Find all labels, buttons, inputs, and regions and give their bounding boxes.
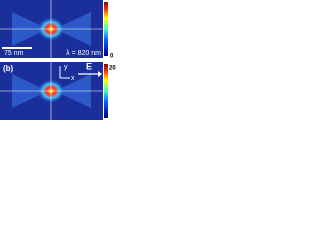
panel-a: 75 nm λ = 820 nm 0 (0, 0, 114, 60)
colorbar (104, 2, 108, 56)
field-label: E (86, 61, 92, 71)
figure: 75 nm λ = 820 nm 0 (b) y x E 20 (0, 0, 116, 120)
panel-label: (b) (3, 64, 14, 73)
panel-b: (b) y x E 20 (0, 61, 116, 120)
scale-bar (2, 47, 32, 49)
colorbar-label: 0 (110, 54, 114, 60)
axis-y-label: y (64, 64, 68, 71)
page: 75 nm λ = 820 nm 0 (b) y x E 20 (() => {… (0, 0, 117, 120)
wavelength: λ = 820 nm (66, 50, 101, 57)
axis-x-label: x (71, 75, 75, 82)
scale-label: 75 nm (4, 50, 24, 57)
colorbar-label: 20 (109, 66, 116, 72)
colorbar (104, 64, 108, 118)
field-arrow-head (98, 71, 102, 77)
